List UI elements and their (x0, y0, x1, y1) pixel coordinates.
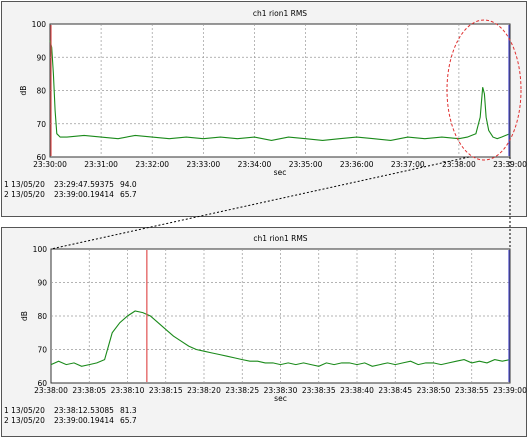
y-tick-label: 90 (36, 53, 46, 62)
cursor-readout-1-id: 1 13/05/20 (4, 406, 45, 415)
y-tick-label: 60 (36, 153, 46, 162)
y-tick-label: 90 (37, 279, 47, 288)
x-tick-label: 23:38:30 (264, 386, 298, 395)
x-tick-label: 23:34:00 (238, 160, 272, 169)
chart-title: ch1 rion1 RMS (253, 9, 307, 18)
x-axis-label: sec (274, 394, 287, 403)
y-tick-label: 80 (36, 87, 46, 96)
x-tick-label: 23:38:25 (225, 386, 259, 395)
x-tick-label: 23:30:00 (33, 160, 67, 169)
x-tick-label: 23:38:00 (442, 160, 476, 169)
x-tick-label: 23:38:05 (72, 386, 106, 395)
y-tick-label: 70 (36, 120, 46, 129)
x-tick-label: 23:39:00 (493, 386, 527, 395)
x-axis-label: sec (274, 168, 287, 177)
cursor-readout-1-id: 1 13/05/20 (4, 180, 45, 189)
zoom-highlight-ellipse (446, 19, 522, 161)
cursor-readout-1-value: 81.3 (120, 406, 137, 415)
series-line (49, 40, 511, 141)
cursor-readout-1-time: 23:38:12.53085 (54, 406, 114, 415)
y-tick-label: 60 (37, 379, 47, 388)
y-tick-label: 80 (37, 312, 47, 321)
x-tick-label: 23:37:00 (391, 160, 425, 169)
zoom-connector-left (50, 156, 470, 250)
x-tick-label: 23:38:40 (340, 386, 374, 395)
y-tick-label: 100 (32, 20, 47, 29)
y-tick-label: 100 (33, 245, 48, 254)
x-tick-label: 23:36:00 (340, 160, 374, 169)
chart-2: ch1 rion1 RMS 60 70 80 90 100 23:38:00 23:38:05… (4, 234, 527, 425)
x-tick-label: 23:38:35 (302, 386, 336, 395)
x-tick-label: 23:38:50 (417, 386, 451, 395)
x-tick-label: 23:38:55 (455, 386, 489, 395)
x-tick-label: 23:38:15 (149, 386, 183, 395)
x-tick-label: 23:31:00 (84, 160, 118, 169)
x-tick-label: 23:39:00 (493, 160, 527, 169)
cursor-readout-1-value: 94.0 (120, 180, 137, 189)
x-tick-label: 23:38:10 (111, 386, 145, 395)
cursor-readout-2-id: 2 13/05/20 (4, 416, 45, 425)
chart-title: ch1 rion1 RMS (253, 234, 307, 243)
chart-1: ch1 rion1 RMS 60 70 80 90 100 23:30:00 23:31:00… (4, 9, 527, 199)
cursor-readout-2-time: 23:39:00.19414 (54, 190, 114, 199)
x-tick-label: 23:38:20 (187, 386, 221, 395)
cursor-readout-2-value: 65.7 (120, 416, 137, 425)
cursor-readout-2-value: 65.7 (120, 190, 137, 199)
cursor-readout-1-time: 23:29:47.59375 (54, 180, 114, 189)
series-line (50, 310, 511, 367)
x-tick-label: 23:32:00 (135, 160, 169, 169)
x-tick-label: 23:38:45 (378, 386, 412, 395)
y-tick-label: 70 (37, 346, 47, 355)
x-tick-label: 23:35:00 (289, 160, 323, 169)
cursor-readout-2-id: 2 13/05/20 (4, 190, 45, 199)
x-tick-label: 23:33:00 (186, 160, 220, 169)
cursor-readout-2-time: 23:39:00.19414 (54, 416, 114, 425)
x-tick-label: 23:38:00 (34, 386, 68, 395)
y-axis-label: dB (19, 86, 28, 96)
y-axis-label: dB (20, 311, 29, 321)
